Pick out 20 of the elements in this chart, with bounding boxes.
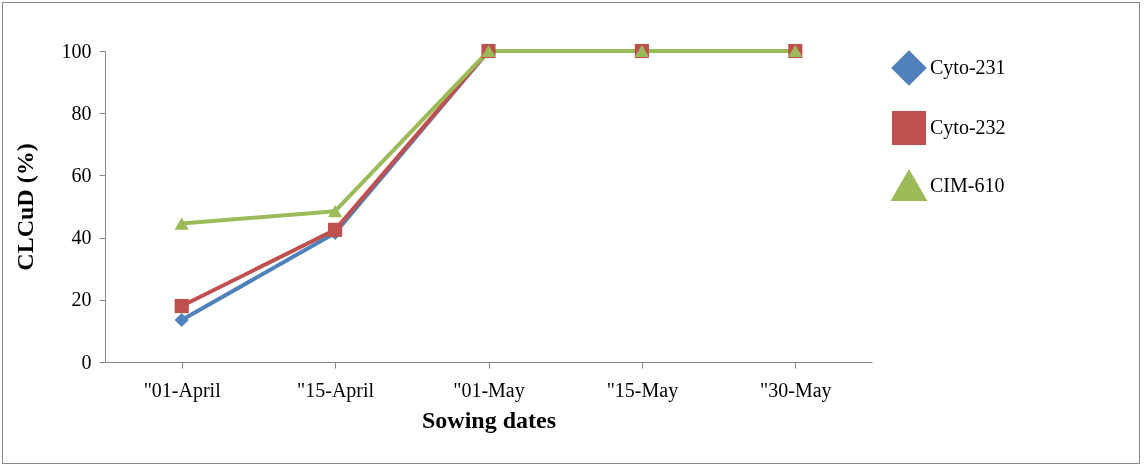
point bbox=[174, 217, 189, 230]
x-axis-title: Sowing dates bbox=[421, 406, 557, 433]
point bbox=[174, 298, 189, 314]
point bbox=[328, 205, 343, 218]
y-axis-title: CLCuD (%) bbox=[11, 143, 38, 271]
y-tick-label: 80 bbox=[71, 101, 92, 124]
y-tick-label: 100 bbox=[61, 39, 92, 62]
legend-label: Cyto-231 bbox=[930, 56, 1006, 79]
x-tick-label: "30-May bbox=[760, 378, 832, 402]
y-tick-label: 20 bbox=[71, 288, 92, 311]
legend-label: CIM-610 bbox=[930, 174, 1005, 196]
x-tick-label: "01-May bbox=[453, 378, 525, 402]
x-tick-label: "15-May bbox=[606, 378, 679, 402]
x-tick-label: "15-April bbox=[297, 378, 375, 402]
x-tick-label: "01-April bbox=[143, 378, 222, 402]
point bbox=[174, 312, 189, 328]
y-tick-label: 40 bbox=[71, 226, 92, 249]
y-tick-label: 0 bbox=[81, 350, 92, 373]
legend-label: Cyto-232 bbox=[930, 116, 1006, 139]
y-tick-label: 60 bbox=[71, 163, 92, 186]
